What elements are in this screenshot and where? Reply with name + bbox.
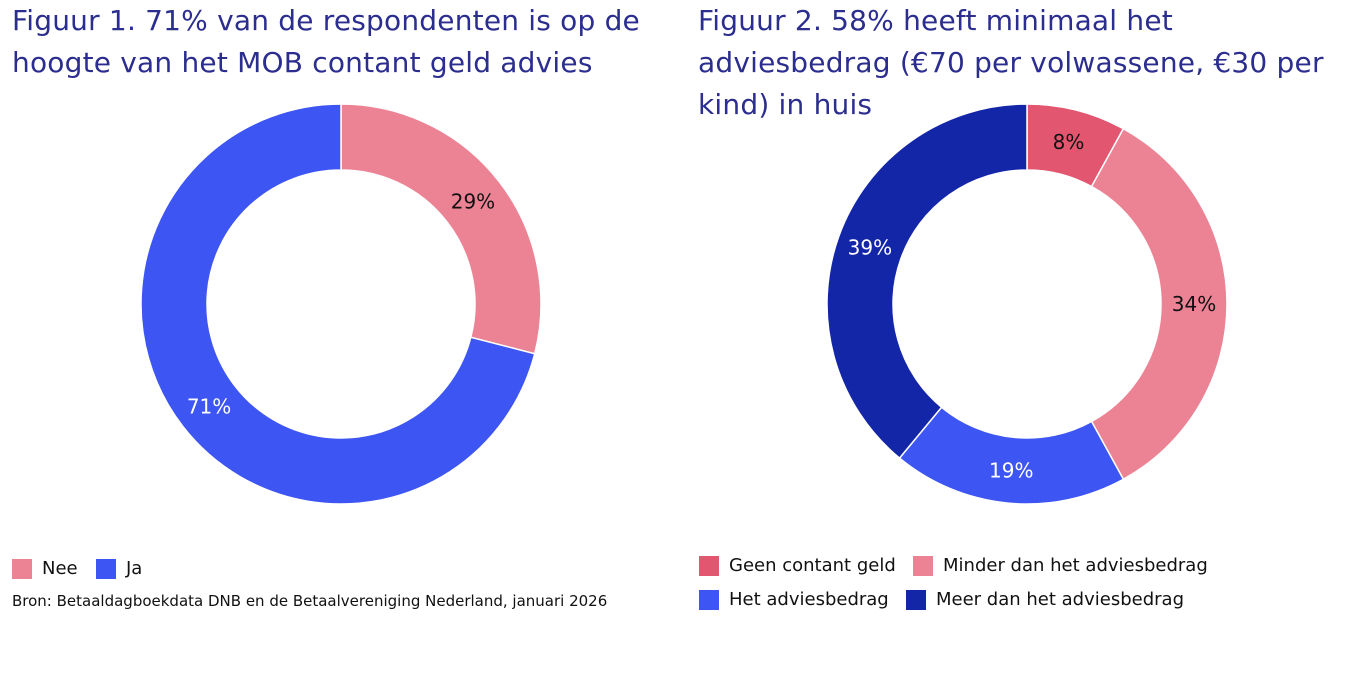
legend-label-het-adviesbedrag: Het adviesbedrag [729, 589, 889, 610]
slice-het-adviesbedrag [898, 406, 1125, 505]
slice-label-nee: 29% [451, 190, 495, 214]
legend-swatch-geen-contant-geld [699, 555, 719, 576]
legend-item-geen-contant-geld: Geen contant geld [699, 555, 896, 576]
slice-label-het-adviesbedrag: 19% [989, 458, 1033, 482]
slice-label-meer-dan-het-adviesbedrag: 39% [848, 235, 892, 259]
legend-label-geen-contant-geld: Geen contant geld [729, 555, 896, 576]
legend-swatch-minder-dan-het-adviesbedrag [913, 555, 933, 576]
legend-item-minder-dan-het-adviesbedrag: Minder dan het adviesbedrag [913, 555, 1208, 576]
legend-item-het-adviesbedrag: Het adviesbedrag [699, 589, 889, 610]
legend-swatch-het-adviesbedrag [699, 589, 719, 610]
legend-item-ja: Ja [96, 558, 142, 579]
slice-ja [140, 103, 536, 505]
legend-item-meer-dan-het-adviesbedrag: Meer dan het adviesbedrag [906, 589, 1184, 610]
slice-nee [340, 103, 542, 355]
slice-minder-dan-het-adviesbedrag [1090, 127, 1228, 481]
figure1-donut-chart: 29% 71% [140, 103, 542, 505]
slice-label-ja: 71% [187, 394, 231, 418]
figure2-title: Figuur 2. 58% heeft minimaal het adviesb… [698, 4, 1324, 121]
figure1-title: Figuur 1. 71% van de respondenten is op … [12, 4, 640, 79]
legend-swatch-ja [96, 558, 116, 579]
legend-label-meer-dan-het-adviesbedrag: Meer dan het adviesbedrag [936, 589, 1184, 610]
slice-label-minder-dan-het-adviesbedrag: 34% [1172, 292, 1216, 316]
figure2-donut-chart: 8% 34% 19% 39% [826, 103, 1228, 505]
source-note: Bron: Betaaldagboekdata DNB en de Betaal… [12, 592, 608, 610]
legend-label-minder-dan-het-adviesbedrag: Minder dan het adviesbedrag [943, 555, 1208, 576]
legend-item-nee: Nee [12, 558, 78, 579]
slice-label-geen-contant-geld: 8% [1053, 130, 1085, 154]
legend-swatch-meer-dan-het-adviesbedrag [906, 589, 926, 610]
legend-label-ja: Ja [126, 558, 143, 579]
legend-swatch-nee [12, 558, 32, 579]
slice-meer-dan-het-adviesbedrag [826, 103, 1028, 460]
legend-label-nee: Nee [42, 558, 78, 579]
